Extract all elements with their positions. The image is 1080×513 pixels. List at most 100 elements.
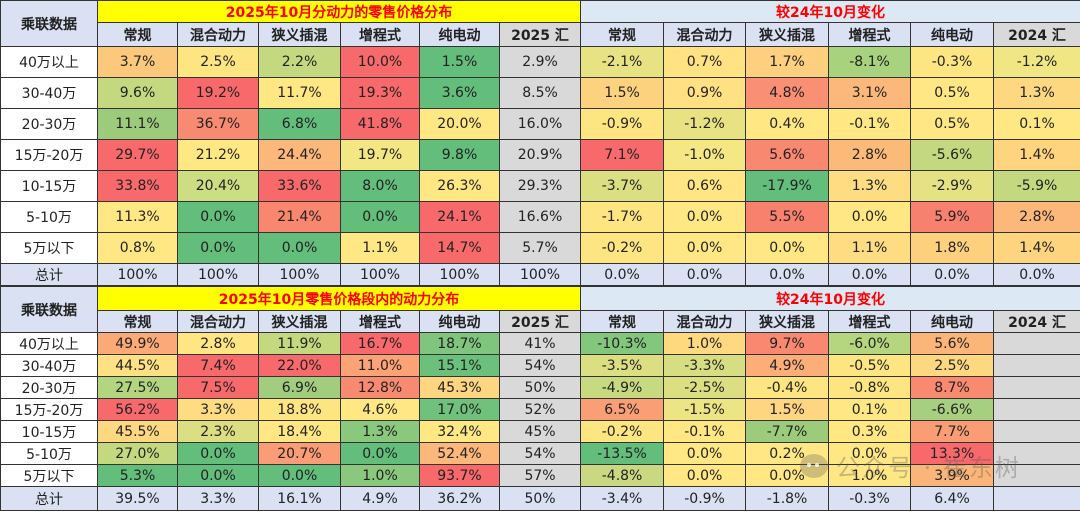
col-header: 狭义插混 (258, 22, 341, 47)
change-cell: 1.4% (993, 232, 1080, 264)
change-cell: -0.5% (828, 354, 912, 377)
change-cell: 2.8% (993, 201, 1080, 233)
change-cell: -5.6% (910, 139, 995, 171)
change-cell: -3.3% (663, 354, 747, 377)
change-cell: 1.3% (993, 77, 1080, 109)
total-cell (993, 486, 1080, 511)
row-label: 5万以下 (0, 232, 98, 264)
change-cell: 0.0% (663, 464, 747, 487)
share-cell: 2.9% (498, 46, 582, 78)
change-cell: 0.7% (663, 46, 747, 78)
row-label: 5-10万 (0, 442, 98, 465)
share-cell: 22.0% (258, 354, 341, 377)
change-cell: -1.0% (663, 139, 747, 171)
total-label: 总计 (0, 486, 98, 511)
share-cell: 0.0% (340, 201, 420, 233)
share-cell: 26.3% (419, 170, 500, 202)
share-cell: 14.7% (419, 232, 500, 264)
col-header: 纯电动 (419, 22, 500, 47)
change-cell: -0.8% (828, 376, 912, 399)
share-cell: 1.0% (340, 464, 420, 487)
change-cell (993, 464, 1080, 487)
share-cell: 8.0% (340, 170, 420, 202)
total-cell: 100% (177, 263, 259, 286)
total-cell: 50% (498, 486, 582, 511)
table-row: 40万以上 49.9% 2.8% 11.9% 16.7% 18.7% 41% -10.3% 1.… (0, 332, 1080, 355)
change-cell: 0.5% (910, 108, 995, 140)
change-cell: 1.5% (745, 398, 830, 421)
share-cell: 0.0% (177, 464, 259, 487)
share-cell: 20.7% (258, 442, 341, 465)
share-cell: 18.8% (258, 398, 341, 421)
col-header-total: 2025 汇 (498, 22, 582, 47)
total-cell: 3.3% (177, 486, 259, 511)
total-cell: -0.9% (663, 486, 747, 511)
corner-label: 乘联数据 (0, 286, 98, 333)
row-label: 30-40万 (0, 354, 98, 377)
col-header: 狭义插混 (745, 22, 830, 47)
share-cell: 45.5% (97, 420, 178, 443)
share-cell: 19.3% (340, 77, 420, 109)
total-cell: -3.4% (580, 486, 665, 511)
share-cell: 41% (498, 332, 582, 355)
left-section-title: 2025年10月零售价格段内的动力分布 (96, 286, 582, 311)
change-cell: 1.0% (663, 332, 747, 355)
change-cell: 4.9% (745, 354, 830, 377)
row-label: 30-40万 (0, 77, 98, 109)
share-cell: 33.6% (258, 170, 341, 202)
change-cell: -5.9% (993, 170, 1080, 202)
total-cell: 6.4% (910, 486, 995, 511)
row-label: 5-10万 (0, 201, 98, 233)
change-cell: -0.2% (580, 420, 665, 443)
col-header: 纯电动 (910, 22, 995, 47)
change-cell: -2.9% (910, 170, 995, 202)
total-cell: 39.5% (97, 486, 178, 511)
share-cell: 50% (498, 376, 582, 399)
table-row: 20-30万 27.5% 7.5% 6.9% 12.8% 45.3% 50% -4.9% -2.… (0, 376, 1080, 399)
change-cell: -2.1% (580, 46, 665, 78)
col-header: 狭义插混 (258, 310, 341, 333)
col-header: 常规 (580, 22, 665, 47)
share-cell: 17.0% (419, 398, 500, 421)
change-cell (993, 354, 1080, 377)
change-cell (993, 332, 1080, 355)
col-header: 常规 (580, 310, 665, 333)
change-cell: 8.7% (910, 376, 995, 399)
change-cell: -6.6% (910, 398, 995, 421)
col-header-total: 2024 汇 (993, 310, 1080, 333)
col-header: 纯电动 (419, 310, 500, 333)
share-cell: 0.0% (177, 201, 259, 233)
change-cell: 2.8% (828, 139, 912, 171)
table-row: 15万-20万 56.2% 3.3% 18.8% 4.6% 17.0% 52% 6.5% -1.… (0, 398, 1080, 421)
col-header: 纯电动 (910, 310, 995, 333)
change-cell: -4.8% (580, 464, 665, 487)
table-row: 5-10万 11.3% 0.0% 21.4% 0.0% 24.1% 16.6% -1.7% 0.… (0, 201, 1080, 233)
share-cell: 33.8% (97, 170, 178, 202)
right-section-title: 较24年10月变化 (580, 0, 1080, 23)
share-cell: 0.0% (177, 442, 259, 465)
col-header-total: 2025 汇 (498, 310, 582, 333)
col-header: 混合动力 (663, 22, 747, 47)
total-cell: 0.0% (580, 263, 665, 286)
table-row: 10-15万 45.5% 2.3% 18.4% 1.3% 32.4% 45% -0.2% -0.… (0, 420, 1080, 443)
change-cell: -1.2% (993, 46, 1080, 78)
change-cell: 3.9% (910, 464, 995, 487)
share-cell: 44.5% (97, 354, 178, 377)
change-cell: -0.3% (910, 46, 995, 78)
row-label: 20-30万 (0, 376, 98, 399)
row-label: 10-15万 (0, 420, 98, 443)
row-label: 15万-20万 (0, 139, 98, 171)
row-label: 15万-20万 (0, 398, 98, 421)
change-cell: 1.1% (828, 232, 912, 264)
change-cell: -8.1% (828, 46, 912, 78)
share-cell: 7.5% (177, 376, 259, 399)
share-cell: 7.4% (177, 354, 259, 377)
share-cell: 16.0% (498, 108, 582, 140)
total-cell: 100% (258, 263, 341, 286)
share-cell: 19.7% (340, 139, 420, 171)
share-cell: 2.5% (177, 46, 259, 78)
share-cell: 3.3% (177, 398, 259, 421)
total-cell: 100% (340, 263, 420, 286)
change-cell: -3.5% (580, 354, 665, 377)
column-header-row: 常规 混合动力 狭义插混 增程式 纯电动 2025 汇 常规 混合动力 狭义插混… (1, 310, 1080, 333)
